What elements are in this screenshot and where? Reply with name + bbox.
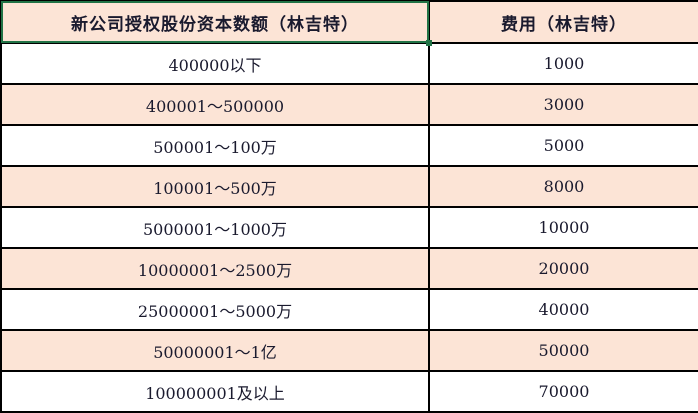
table-row: 25000001～5000万 40000 [0, 288, 698, 331]
capital-cell[interactable]: 500001～100万 [0, 124, 430, 167]
table-row: 100000001及以上 70000 [0, 370, 698, 413]
fee-cell[interactable]: 8000 [428, 165, 698, 208]
capital-cell[interactable]: 10000001～2500万 [0, 247, 430, 290]
fee-cell[interactable]: 5000 [428, 124, 698, 167]
capital-cell[interactable]: 50000001～1亿 [0, 329, 430, 372]
capital-cell[interactable]: 25000001～5000万 [0, 288, 430, 331]
header-fee[interactable]: 费用（林吉特） [428, 0, 698, 44]
table-row: 5000001～1000万 10000 [0, 206, 698, 249]
capital-cell[interactable]: 400001～500000 [0, 83, 430, 126]
fee-cell[interactable]: 20000 [428, 247, 698, 290]
header-capital-cell[interactable]: 新公司授权股份资本数额（林吉特） [0, 0, 432, 46]
header-row: 新公司授权股份资本数额（林吉特） 费用（林吉特） [0, 0, 698, 46]
table-row: 100001～500万 8000 [0, 165, 698, 208]
fee-cell[interactable]: 50000 [428, 329, 698, 372]
header-capital: 新公司授权股份资本数额（林吉特） [71, 14, 359, 35]
fee-cell[interactable]: 70000 [428, 370, 698, 413]
fee-cell[interactable]: 10000 [428, 206, 698, 249]
capital-cell[interactable]: 100001～500万 [0, 165, 430, 208]
table-row: 400001～500000 3000 [0, 83, 698, 126]
table-row: 50000001～1亿 50000 [0, 329, 698, 372]
table-row: 400000以下 1000 [0, 42, 698, 85]
capital-cell[interactable]: 100000001及以上 [0, 370, 430, 413]
table-row: 10000001～2500万 20000 [0, 247, 698, 290]
capital-cell[interactable]: 400000以下 [0, 42, 430, 85]
fee-cell[interactable]: 1000 [428, 42, 698, 85]
fee-cell[interactable]: 3000 [428, 83, 698, 126]
fill-handle[interactable] [426, 40, 432, 46]
table-row: 500001～100万 5000 [0, 124, 698, 167]
fee-cell[interactable]: 40000 [428, 288, 698, 331]
capital-cell[interactable]: 5000001～1000万 [0, 206, 430, 249]
